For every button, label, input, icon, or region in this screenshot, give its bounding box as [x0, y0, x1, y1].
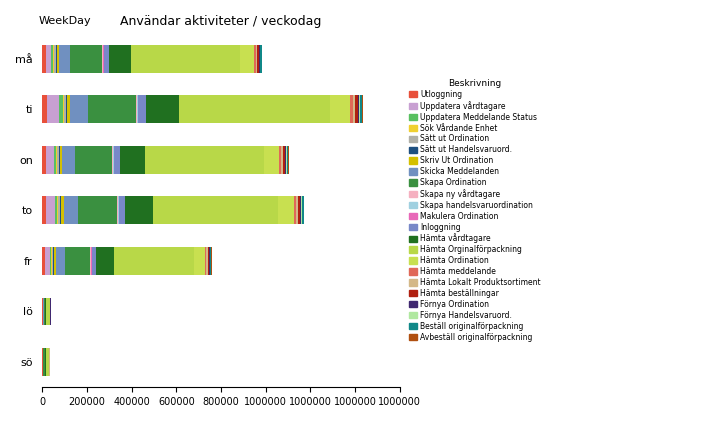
Bar [283, 146, 285, 173]
Bar [60, 146, 62, 173]
Bar [42, 95, 47, 123]
Bar [360, 95, 362, 123]
Bar [70, 45, 103, 73]
Bar [55, 196, 57, 224]
Bar [281, 146, 283, 173]
Bar [113, 247, 194, 275]
Bar [278, 196, 294, 224]
Bar [70, 95, 88, 123]
Bar [54, 146, 56, 173]
Bar [209, 247, 210, 275]
Bar [78, 196, 117, 224]
Bar [64, 196, 78, 224]
Bar [359, 95, 360, 123]
Bar [42, 247, 45, 275]
Bar [42, 146, 46, 173]
Bar [279, 146, 281, 173]
Bar [297, 196, 298, 224]
Bar [58, 196, 60, 224]
Bar [45, 298, 46, 325]
Bar [57, 196, 58, 224]
Bar [285, 146, 286, 173]
Bar [59, 146, 60, 173]
Bar [56, 247, 65, 275]
Bar [92, 247, 95, 275]
Bar [205, 247, 206, 275]
Bar [355, 95, 358, 123]
Bar [62, 95, 64, 123]
Bar [44, 298, 45, 325]
Bar [42, 45, 46, 73]
Bar [302, 196, 304, 224]
Bar [350, 95, 353, 123]
Bar [56, 45, 57, 73]
Bar [46, 196, 55, 224]
Bar [57, 146, 59, 173]
Bar [43, 348, 45, 376]
Bar [67, 95, 70, 123]
Bar [65, 247, 90, 275]
Bar [254, 45, 256, 73]
Bar [75, 146, 112, 173]
Bar [62, 146, 75, 173]
Bar [45, 247, 50, 275]
Bar [358, 95, 359, 123]
Bar [139, 95, 146, 123]
Bar [208, 247, 209, 275]
Bar [55, 45, 56, 73]
Bar [46, 298, 50, 325]
Bar [104, 45, 108, 73]
Bar [119, 196, 126, 224]
Bar [60, 196, 61, 224]
Bar [64, 95, 66, 123]
Bar [57, 45, 59, 73]
Bar [61, 196, 64, 224]
Bar [66, 95, 67, 123]
Bar [88, 95, 136, 123]
Bar [120, 146, 146, 173]
Bar [50, 247, 52, 275]
Bar [210, 247, 211, 275]
Bar [256, 45, 257, 73]
Bar [257, 45, 259, 73]
Bar [53, 247, 54, 275]
Legend: Utloggning, Uppdatera vårdtagare, Uppdatera Meddelande Status, Sök Vårdande Enhe: Utloggning, Uppdatera vårdtagare, Uppdat… [407, 77, 543, 344]
Bar [118, 196, 119, 224]
Bar [59, 95, 62, 123]
Title: Användar aktiviteter / veckodag: Användar aktiviteter / veckodag [121, 15, 322, 28]
Bar [153, 196, 278, 224]
Bar [194, 247, 205, 275]
Bar [114, 146, 120, 173]
Bar [286, 146, 288, 173]
Bar [46, 146, 54, 173]
Bar [42, 196, 46, 224]
Bar [294, 196, 297, 224]
Bar [46, 45, 51, 73]
Bar [137, 95, 138, 123]
Bar [146, 95, 179, 123]
Bar [52, 247, 53, 275]
Bar [330, 95, 350, 123]
Bar [59, 45, 70, 73]
Bar [206, 247, 208, 275]
Bar [300, 196, 302, 224]
Bar [47, 95, 59, 123]
Bar [298, 196, 300, 224]
Bar [56, 146, 57, 173]
Bar [95, 247, 113, 275]
Bar [131, 45, 241, 73]
Bar [353, 95, 355, 123]
Bar [108, 45, 131, 73]
Bar [241, 45, 254, 73]
Bar [51, 45, 53, 73]
Bar [146, 146, 264, 173]
Bar [126, 196, 153, 224]
Bar [264, 146, 279, 173]
Bar [53, 45, 55, 73]
Bar [259, 45, 260, 73]
Bar [45, 348, 49, 376]
Bar [54, 247, 56, 275]
Bar [179, 95, 330, 123]
Text: WeekDay: WeekDay [39, 16, 91, 26]
